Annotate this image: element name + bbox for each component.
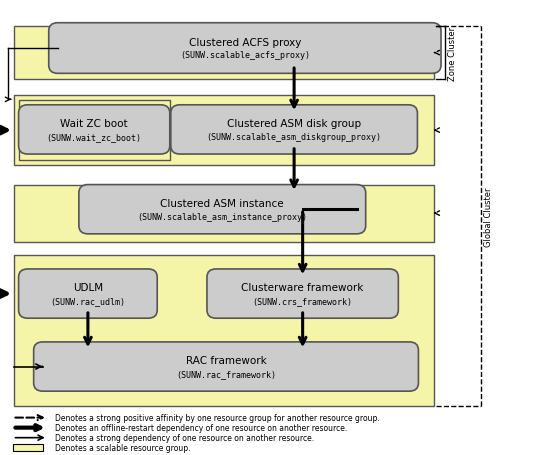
FancyBboxPatch shape bbox=[19, 101, 170, 160]
Text: Clustered ASM instance: Clustered ASM instance bbox=[161, 198, 284, 208]
Text: Denotes a strong dependency of one resource on another resource.: Denotes a strong dependency of one resou… bbox=[55, 433, 314, 442]
Text: (SUNW.rac_udlm): (SUNW.rac_udlm) bbox=[50, 296, 126, 305]
Text: Clusterware framework: Clusterware framework bbox=[241, 283, 364, 293]
Text: Wait ZC boot: Wait ZC boot bbox=[61, 119, 128, 129]
Text: RAC framework: RAC framework bbox=[186, 355, 266, 365]
Text: (SUNW.scalable_acfs_proxy): (SUNW.scalable_acfs_proxy) bbox=[180, 51, 310, 60]
Text: UDLM: UDLM bbox=[73, 283, 103, 293]
Text: Clustered ASM disk group: Clustered ASM disk group bbox=[227, 119, 361, 129]
FancyBboxPatch shape bbox=[49, 24, 441, 74]
Text: Zone Cluster: Zone Cluster bbox=[448, 26, 456, 81]
FancyBboxPatch shape bbox=[14, 185, 434, 242]
Text: Global Cluster: Global Cluster bbox=[484, 187, 493, 246]
Text: (SUNW.scalable_asm_instance_proxy): (SUNW.scalable_asm_instance_proxy) bbox=[137, 212, 307, 221]
Text: Denotes a strong positive affinity by one resource group for another resource gr: Denotes a strong positive affinity by on… bbox=[55, 413, 380, 422]
FancyBboxPatch shape bbox=[34, 342, 418, 391]
Text: Denotes an offline-restart dependency of one resource on another resource.: Denotes an offline-restart dependency of… bbox=[55, 423, 347, 432]
Text: Denotes a scalable resource group.: Denotes a scalable resource group. bbox=[55, 443, 191, 452]
FancyBboxPatch shape bbox=[171, 106, 418, 155]
FancyBboxPatch shape bbox=[19, 106, 170, 155]
Text: (SUNW.rac_framework): (SUNW.rac_framework) bbox=[176, 369, 276, 378]
Text: (SUNW.scalable_asm_diskgroup_proxy): (SUNW.scalable_asm_diskgroup_proxy) bbox=[206, 132, 382, 142]
FancyBboxPatch shape bbox=[13, 444, 43, 451]
FancyBboxPatch shape bbox=[14, 256, 434, 406]
Text: (SUNW.crs_framework): (SUNW.crs_framework) bbox=[253, 296, 353, 305]
Text: (SUNW.wait_zc_boot): (SUNW.wait_zc_boot) bbox=[47, 132, 141, 142]
FancyBboxPatch shape bbox=[19, 269, 157, 318]
FancyBboxPatch shape bbox=[207, 269, 399, 318]
FancyBboxPatch shape bbox=[14, 96, 434, 166]
FancyBboxPatch shape bbox=[79, 185, 366, 234]
Text: Clustered ACFS proxy: Clustered ACFS proxy bbox=[189, 38, 301, 47]
FancyBboxPatch shape bbox=[14, 27, 434, 80]
